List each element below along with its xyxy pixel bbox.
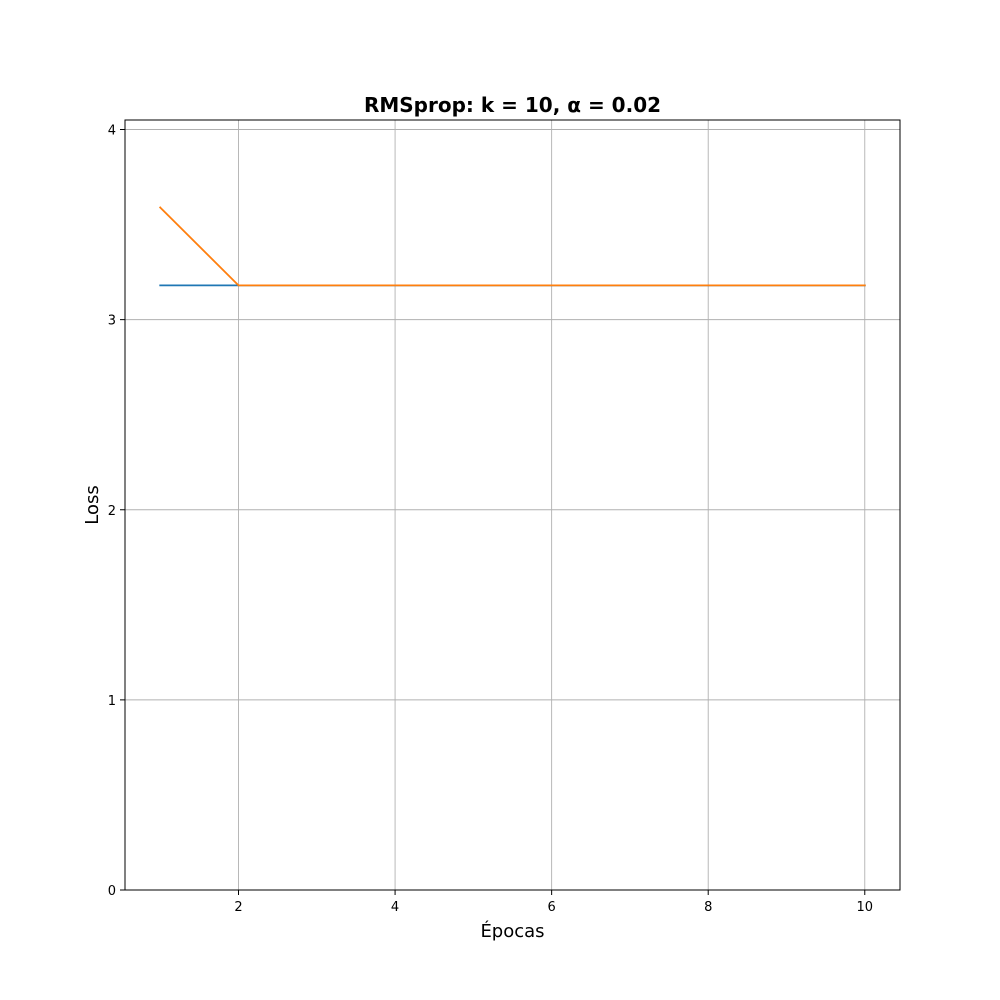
x-tick-label: 6 xyxy=(548,900,556,915)
y-tick-label: 1 xyxy=(108,694,116,709)
series-2-line xyxy=(158,206,866,287)
chart-title: RMSprop: k = 10, α = 0.02 xyxy=(364,93,661,117)
x-tick-label: 8 xyxy=(704,900,712,915)
y-tick-label: 3 xyxy=(108,314,116,329)
x-tick-label: 2 xyxy=(234,900,242,915)
series-layer xyxy=(158,206,866,287)
y-axis-label: Loss xyxy=(82,485,103,524)
plot-area-background xyxy=(125,120,900,890)
x-tick-label: 10 xyxy=(856,900,873,915)
x-tick-label: 4 xyxy=(391,900,399,915)
y-tick-label: 2 xyxy=(108,504,116,519)
y-tick-label: 4 xyxy=(108,124,116,139)
tick-layer: 2 4 6 8 10 0 1 2 3 4 xyxy=(108,124,873,915)
y-tick-label: 0 xyxy=(108,884,116,899)
plot-frame xyxy=(124,119,901,891)
x-axis-label: Épocas xyxy=(480,920,544,942)
